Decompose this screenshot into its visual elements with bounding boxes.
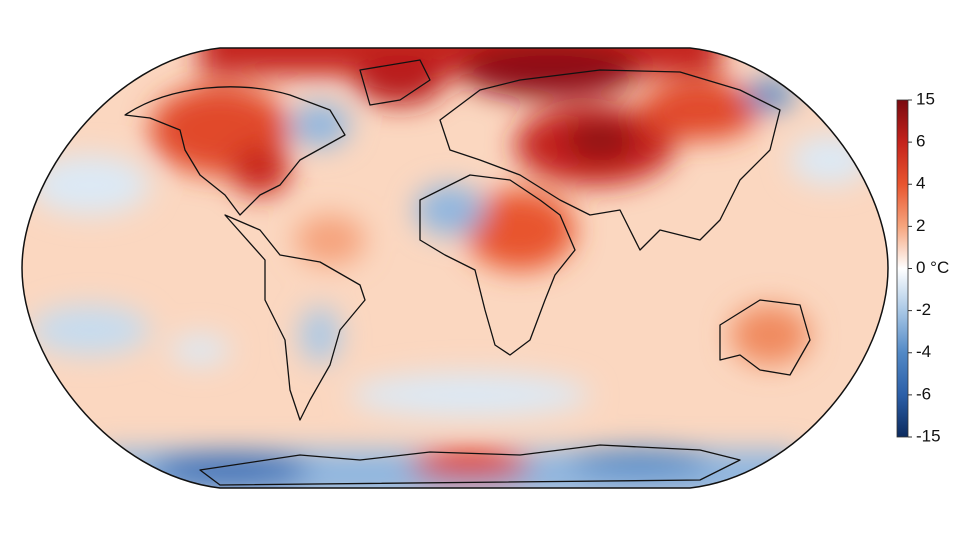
- colorbar-tick-label: -4: [916, 342, 931, 361]
- colorbar-tick-label: -15: [916, 426, 941, 445]
- map-frame: [21, 47, 889, 489]
- colorbar-tick-label: -6: [916, 384, 931, 403]
- coastlines: [124, 59, 811, 486]
- colorbar-tick-label: 2: [916, 216, 925, 235]
- colorbar-tick-label: 4: [916, 174, 925, 193]
- colorbar-tick-label: 0 °C: [916, 258, 949, 277]
- colorbar: [896, 99, 909, 438]
- colorbar-tick-label: -2: [916, 300, 931, 319]
- colorbar-tick-label: 15: [916, 89, 935, 108]
- colorbar-tick-label: 6: [916, 132, 925, 151]
